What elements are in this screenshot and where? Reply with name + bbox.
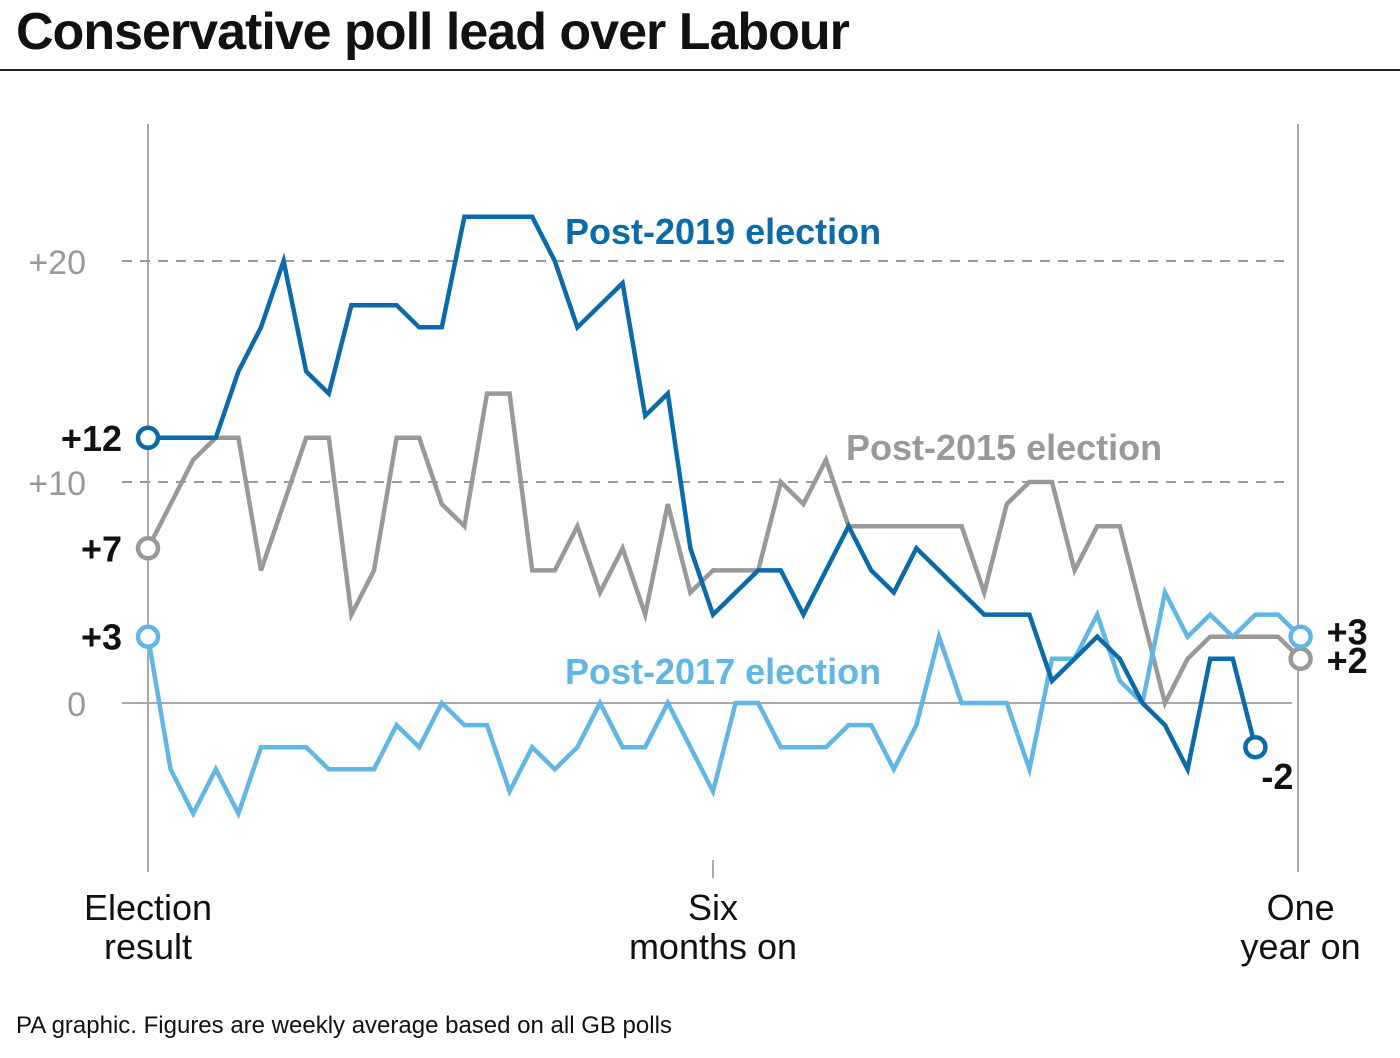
chart-title: Conservative poll lead over Labour <box>16 3 850 61</box>
series-post-2019-start-label: +12 <box>61 418 122 459</box>
x-tick-label: year on <box>1241 926 1361 967</box>
series-post-2015-start-label: +7 <box>81 528 122 569</box>
series-post-2019-end-label: -2 <box>1261 756 1293 797</box>
series-post-2015-end-label: +2 <box>1327 640 1368 681</box>
series-post-2015-start-marker <box>135 536 161 561</box>
series-post-2017-end-marker <box>1288 624 1313 649</box>
series-post-2017-end-label: +3 <box>1327 612 1368 653</box>
x-tick-label: Six <box>688 887 738 928</box>
series-post-2015-name-label: Post-2015 election <box>846 427 1162 468</box>
x-tick-label: Election <box>84 887 212 928</box>
series-post-2019-start-marker <box>135 425 161 451</box>
series-post-2017-start-marker <box>135 624 161 649</box>
series-post-2015-end-marker <box>1288 646 1313 672</box>
series-post-2019-end-marker <box>1243 734 1268 760</box>
y-tick-label: +20 <box>28 244 86 282</box>
series-post-2019-line <box>148 214 1258 777</box>
y-tick-label: +10 <box>28 465 86 503</box>
series-post-2019-name-label: Post-2019 election <box>565 211 881 252</box>
series-post-2015-line <box>145 391 1303 710</box>
x-tick-label: months on <box>629 926 797 967</box>
x-tick-label: One <box>1267 887 1335 928</box>
y-tick-label: 0 <box>67 686 86 724</box>
series-post-2017-start-label: +3 <box>81 617 122 658</box>
footnote: PA graphic. Figures are weekly average b… <box>16 1012 672 1039</box>
x-tick-label: result <box>104 926 192 967</box>
title-divider <box>0 69 1400 71</box>
series-post-2017-name-label: Post-2017 election <box>565 651 881 692</box>
